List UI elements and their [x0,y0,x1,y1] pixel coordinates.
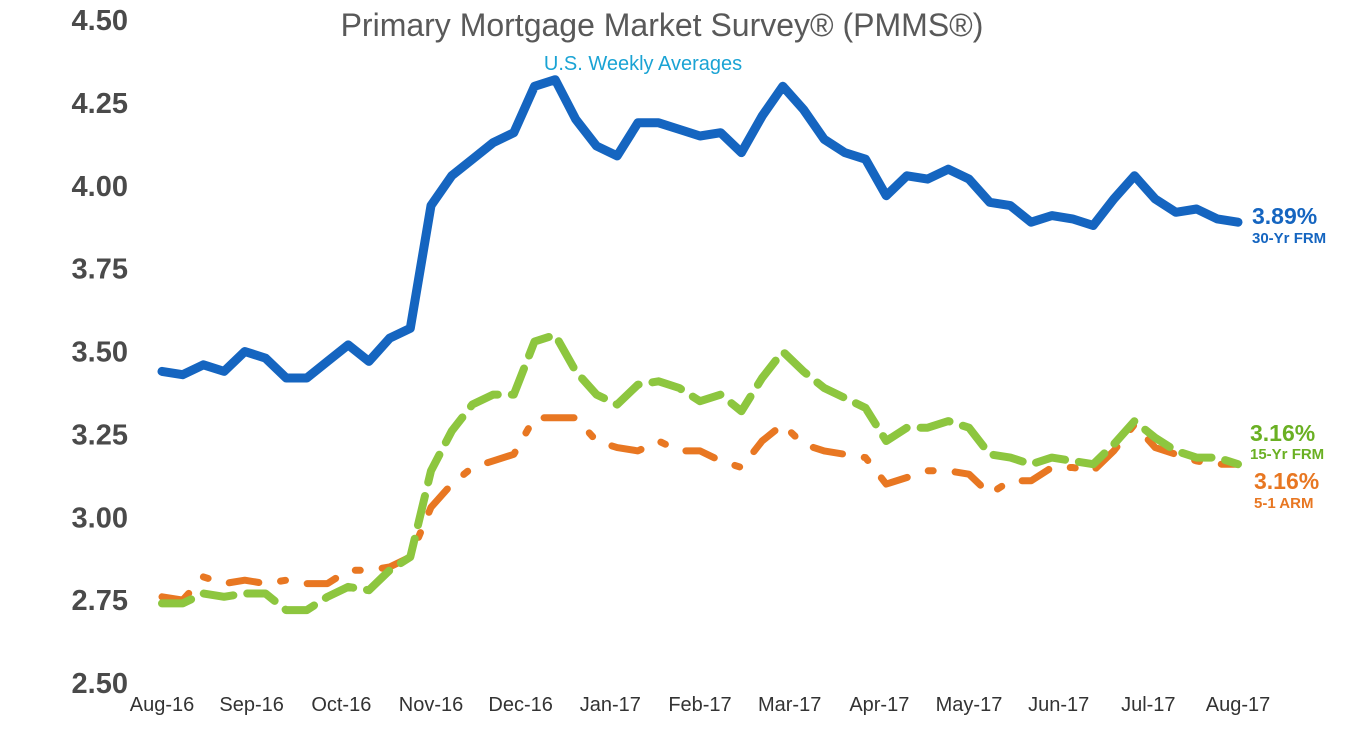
x-tick-label: Nov-16 [399,694,463,716]
y-tick-label: 3.00 [72,502,128,534]
y-tick-label: 4.00 [72,171,128,203]
end-value-30yr: 3.89% [1252,203,1317,229]
series-line-5-1-arm [158,414,1242,604]
y-tick-label: 4.25 [72,88,128,120]
x-tick-label: Mar-17 [758,694,821,716]
x-tick-label: Oct-16 [311,694,371,716]
x-tick-label: Jan-17 [580,694,641,716]
x-tick-label: Apr-17 [849,694,909,716]
series-line-15-yr-frm [158,330,1242,615]
series-label-15yr: 15-Yr FRM [1250,446,1324,463]
chart-title: Primary Mortgage Market Survey® (PMMS®) [341,7,984,43]
x-tick-label: Jul-17 [1121,694,1175,716]
y-tick-label: 3.75 [72,254,128,286]
series-label-arm: 5-1 ARM [1254,495,1313,512]
end-value-arm: 3.16% [1254,468,1319,494]
x-tick-label: Feb-17 [668,694,731,716]
x-axis: Aug-16 Sep-16 Oct-16 Nov-16 Dec-16 Jan-17 Feb-… [130,694,1271,716]
series-line-30-yr-frm [157,75,1243,383]
x-tick-label: Sep-16 [219,694,284,716]
x-tick-label: Aug-17 [1206,694,1271,716]
chart-subtitle: U.S. Weekly Averages [544,53,742,75]
series-layer [157,75,1243,615]
x-tick-label: May-17 [936,694,1003,716]
x-tick-label: Aug-16 [130,694,195,716]
y-axis: 4.50 4.25 4.00 3.75 3.50 3.25 3.00 2.75 2.50 [72,5,128,700]
end-value-15yr: 3.16% [1250,420,1315,446]
x-tick-label: Dec-16 [488,694,552,716]
y-tick-label: 2.50 [72,668,128,700]
y-tick-label: 2.75 [72,585,128,617]
y-tick-label: 3.50 [72,337,128,369]
y-tick-label: 3.25 [72,419,128,451]
x-tick-label: Jun-17 [1028,694,1089,716]
series-label-30yr: 30-Yr FRM [1252,230,1326,247]
y-tick-label: 4.50 [72,5,128,37]
